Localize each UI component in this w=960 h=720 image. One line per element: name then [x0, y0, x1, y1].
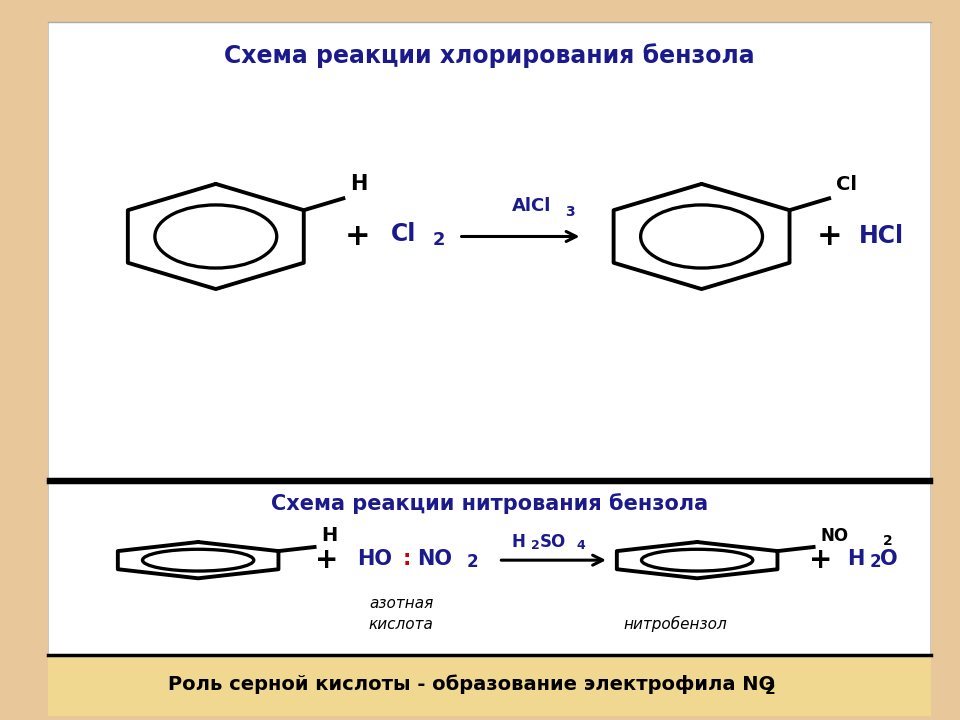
Text: 2: 2 — [531, 539, 540, 552]
Text: 3: 3 — [564, 205, 574, 219]
Text: HCl: HCl — [859, 225, 904, 248]
Text: кислота: кислота — [369, 616, 434, 631]
Text: 2: 2 — [432, 231, 444, 249]
Text: 2: 2 — [882, 534, 892, 548]
Text: O: O — [880, 549, 898, 570]
Text: H: H — [512, 533, 525, 551]
Text: +: + — [809, 546, 832, 574]
Text: :: : — [402, 549, 411, 570]
Text: HO: HO — [357, 549, 392, 570]
Text: +: + — [345, 222, 370, 251]
Text: 4: 4 — [576, 539, 585, 552]
Text: Cl: Cl — [391, 222, 416, 246]
Text: азотная: азотная — [370, 596, 433, 611]
Text: SO: SO — [540, 533, 566, 551]
Text: Cl: Cl — [836, 175, 857, 194]
Text: NO: NO — [418, 549, 452, 570]
Text: 2: 2 — [870, 553, 881, 571]
Text: NO: NO — [821, 527, 849, 545]
Text: AlCl: AlCl — [512, 197, 551, 215]
Text: 2: 2 — [467, 553, 478, 571]
Text: +: + — [817, 222, 843, 251]
Text: 2: 2 — [765, 683, 776, 698]
Text: нитробензол: нитробензол — [623, 616, 727, 632]
Text: H: H — [322, 526, 338, 545]
Text: H: H — [848, 549, 865, 570]
Text: Роль серной кислоты - образование электрофила NO: Роль серной кислоты - образование электр… — [168, 674, 776, 693]
Text: Схема реакции нитрования бензола: Схема реакции нитрования бензола — [271, 492, 708, 513]
Text: Схема реакции хлорирования бензола: Схема реакции хлорирования бензола — [225, 43, 755, 68]
Text: +: + — [315, 546, 338, 574]
Text: H: H — [350, 174, 368, 194]
